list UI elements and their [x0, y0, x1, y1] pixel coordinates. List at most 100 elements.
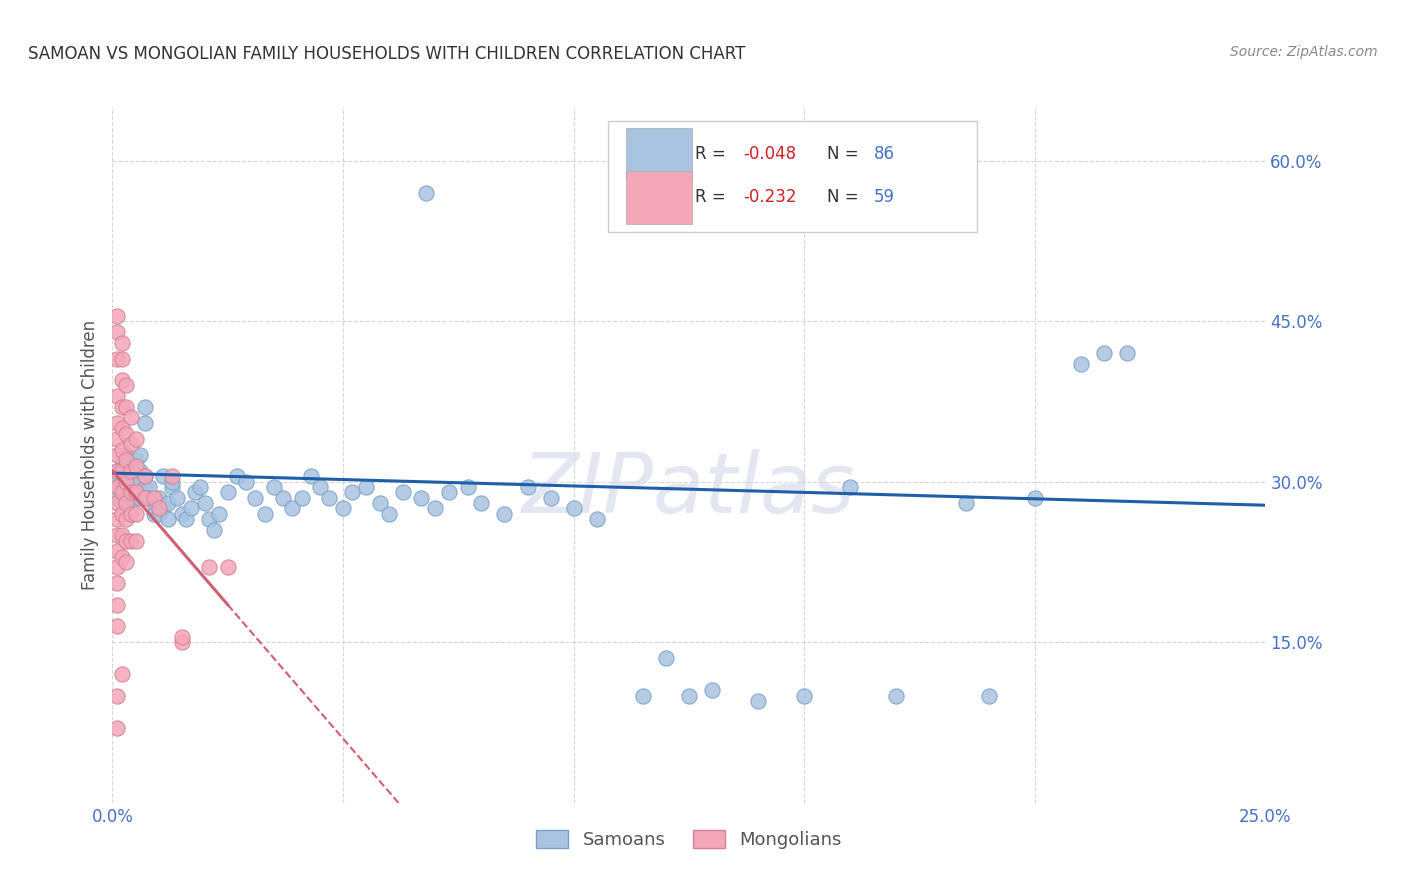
Point [105, 416, 128, 430]
Point [678, 689, 700, 703]
Point [170, 635, 193, 649]
Point [585, 512, 607, 526]
Point [378, 507, 401, 521]
Point [129, 491, 152, 505]
Point [105, 598, 128, 612]
Point [111, 528, 134, 542]
Point [111, 485, 134, 500]
Point [152, 501, 174, 516]
Point [105, 689, 128, 703]
Point [562, 501, 585, 516]
FancyBboxPatch shape [609, 121, 977, 232]
Point [115, 378, 138, 392]
Point [124, 533, 146, 548]
Point [134, 469, 156, 483]
Point [111, 667, 134, 681]
Point [129, 448, 152, 462]
Text: R =: R = [695, 145, 731, 163]
Point [415, 186, 437, 200]
Point [105, 576, 128, 591]
Point [105, 464, 128, 478]
Point [111, 335, 134, 350]
Point [516, 480, 538, 494]
Point [111, 485, 134, 500]
Point [134, 416, 156, 430]
Point [120, 491, 142, 505]
Point [342, 485, 364, 500]
Point [105, 464, 128, 478]
Point [180, 501, 202, 516]
Point [129, 475, 152, 489]
Point [124, 432, 146, 446]
Point [156, 496, 179, 510]
Point [105, 496, 128, 510]
Point [120, 507, 142, 521]
Point [115, 426, 138, 441]
Point [120, 485, 142, 500]
Point [194, 496, 217, 510]
Point [111, 442, 134, 457]
Point [494, 507, 516, 521]
Point [411, 491, 433, 505]
Point [111, 549, 134, 564]
Point [134, 491, 156, 505]
Point [111, 400, 134, 414]
Point [226, 469, 249, 483]
Point [105, 351, 128, 366]
Point [120, 458, 142, 473]
Point [368, 496, 391, 510]
Point [299, 469, 322, 483]
Point [115, 475, 138, 489]
Point [115, 496, 138, 510]
Point [207, 507, 229, 521]
Point [253, 507, 276, 521]
Point [152, 469, 174, 483]
Point [111, 464, 134, 478]
Point [143, 496, 166, 510]
Point [318, 491, 340, 505]
Point [170, 630, 193, 644]
Point [332, 501, 354, 516]
Point [105, 480, 128, 494]
Point [134, 480, 156, 494]
Point [111, 351, 134, 366]
Point [162, 469, 184, 483]
Point [425, 501, 447, 516]
Point [245, 491, 267, 505]
Point [115, 453, 138, 467]
Point [111, 496, 134, 510]
Point [105, 721, 128, 735]
Point [115, 555, 138, 569]
Point [198, 512, 221, 526]
Point [115, 533, 138, 548]
Point [166, 491, 188, 505]
Point [105, 544, 128, 558]
Point [470, 496, 492, 510]
Point [134, 469, 156, 483]
Point [143, 491, 166, 505]
Point [124, 469, 146, 483]
Point [111, 453, 134, 467]
Legend: Samoans, Mongolians: Samoans, Mongolians [529, 822, 849, 856]
Point [793, 689, 815, 703]
Point [105, 491, 128, 505]
Point [124, 458, 146, 473]
Point [392, 485, 415, 500]
Point [105, 560, 128, 574]
Point [120, 437, 142, 451]
Point [115, 448, 138, 462]
Point [105, 480, 128, 494]
Point [281, 501, 304, 516]
Text: -0.048: -0.048 [744, 145, 796, 163]
Point [105, 512, 128, 526]
Point [134, 400, 156, 414]
Point [540, 491, 562, 505]
Text: -0.232: -0.232 [744, 188, 797, 206]
Point [115, 458, 138, 473]
Point [124, 453, 146, 467]
FancyBboxPatch shape [626, 171, 692, 224]
Point [111, 464, 134, 478]
Point [631, 689, 654, 703]
Point [105, 448, 128, 462]
Text: N =: N = [827, 145, 865, 163]
